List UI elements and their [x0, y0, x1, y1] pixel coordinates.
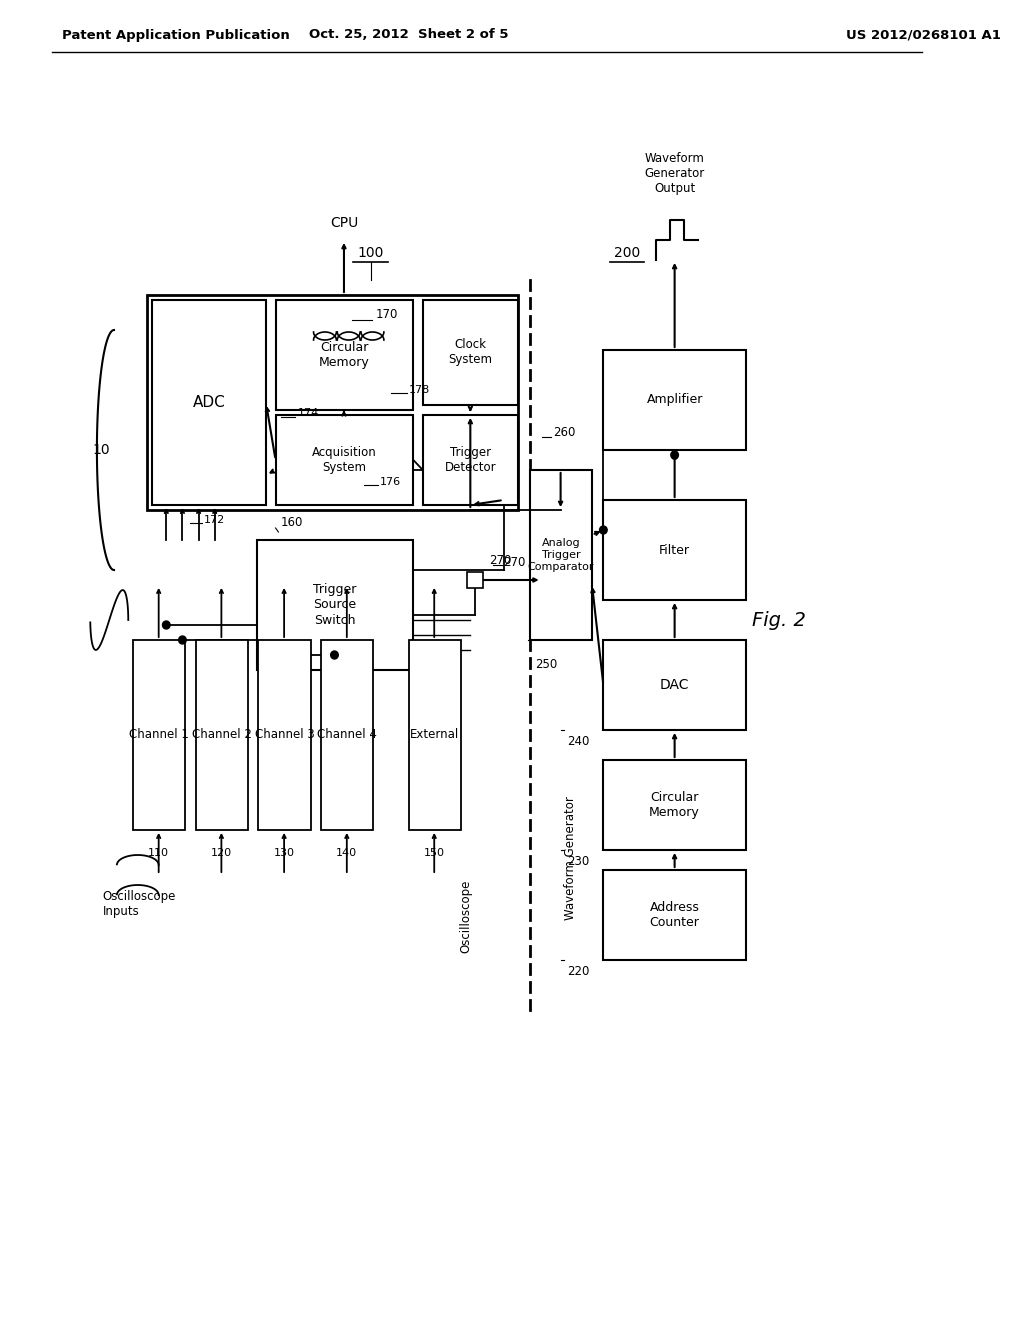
- Text: US 2012/0268101 A1: US 2012/0268101 A1: [846, 29, 1000, 41]
- Text: Address
Counter: Address Counter: [649, 902, 699, 929]
- Text: External: External: [410, 729, 460, 742]
- Text: 140: 140: [336, 847, 357, 858]
- Text: Acquisition
System: Acquisition System: [312, 446, 377, 474]
- Text: ADC: ADC: [193, 395, 225, 411]
- Bar: [409, 640, 461, 830]
- Bar: [275, 300, 414, 411]
- Text: 270: 270: [489, 553, 512, 566]
- Text: 100: 100: [357, 246, 384, 260]
- Bar: [196, 640, 248, 830]
- Bar: [152, 300, 266, 506]
- Text: 172: 172: [204, 515, 225, 525]
- Bar: [133, 640, 185, 830]
- Circle shape: [178, 636, 186, 644]
- Text: 200: 200: [614, 246, 640, 260]
- Text: 178: 178: [409, 385, 430, 395]
- Text: 174: 174: [297, 408, 318, 418]
- Text: DAC: DAC: [659, 678, 689, 692]
- Text: Channel 3: Channel 3: [255, 729, 314, 742]
- Bar: [603, 760, 745, 850]
- Text: 170: 170: [376, 309, 397, 322]
- Bar: [603, 350, 745, 450]
- Text: Oct. 25, 2012  Sheet 2 of 5: Oct. 25, 2012 Sheet 2 of 5: [309, 29, 508, 41]
- Bar: [257, 540, 414, 671]
- Text: Trigger
Detector: Trigger Detector: [444, 446, 497, 474]
- Text: Oscilloscope: Oscilloscope: [459, 880, 472, 953]
- Text: 120: 120: [211, 847, 232, 858]
- Bar: [258, 640, 310, 830]
- Text: Amplifier: Amplifier: [646, 393, 702, 407]
- Text: Patent Application Publication: Patent Application Publication: [61, 29, 290, 41]
- Text: Waveform
Generator
Output: Waveform Generator Output: [644, 152, 705, 195]
- Circle shape: [331, 651, 338, 659]
- Circle shape: [163, 620, 170, 630]
- Text: 110: 110: [148, 847, 169, 858]
- Text: Channel 2: Channel 2: [191, 729, 252, 742]
- Bar: [603, 870, 745, 960]
- Text: Circular
Memory: Circular Memory: [319, 341, 370, 370]
- Text: Fig. 2: Fig. 2: [753, 610, 806, 630]
- Text: 250: 250: [535, 657, 557, 671]
- Bar: [423, 414, 518, 506]
- Text: Analog
Trigger
Comparator: Analog Trigger Comparator: [527, 539, 594, 572]
- Bar: [603, 640, 745, 730]
- Text: Trigger
Source
Switch: Trigger Source Switch: [313, 583, 356, 627]
- Text: Circular
Memory: Circular Memory: [649, 791, 700, 818]
- Text: 240: 240: [567, 735, 590, 748]
- Text: 150: 150: [424, 847, 444, 858]
- Text: Oscilloscope
Inputs: Oscilloscope Inputs: [102, 890, 176, 917]
- Bar: [423, 300, 518, 405]
- Circle shape: [671, 451, 679, 459]
- Text: Clock
System: Clock System: [449, 338, 493, 367]
- Circle shape: [600, 525, 607, 535]
- Text: 176: 176: [380, 477, 401, 487]
- Text: CPU: CPU: [330, 216, 358, 230]
- Bar: [530, 470, 592, 640]
- Bar: [322, 640, 374, 830]
- Text: 130: 130: [273, 847, 295, 858]
- Text: Channel 4: Channel 4: [317, 729, 377, 742]
- Bar: [468, 572, 482, 587]
- Text: 160: 160: [281, 516, 303, 528]
- Text: Filter: Filter: [659, 544, 690, 557]
- Text: 220: 220: [567, 965, 590, 978]
- Text: 230: 230: [567, 855, 590, 869]
- Text: Waveform Generator: Waveform Generator: [563, 796, 577, 920]
- Bar: [603, 500, 745, 601]
- Text: 260: 260: [553, 426, 575, 440]
- Bar: [275, 414, 414, 506]
- Bar: [147, 294, 518, 510]
- Text: 10: 10: [93, 444, 111, 457]
- Text: 270: 270: [504, 556, 526, 569]
- Text: Channel 1: Channel 1: [129, 729, 189, 742]
